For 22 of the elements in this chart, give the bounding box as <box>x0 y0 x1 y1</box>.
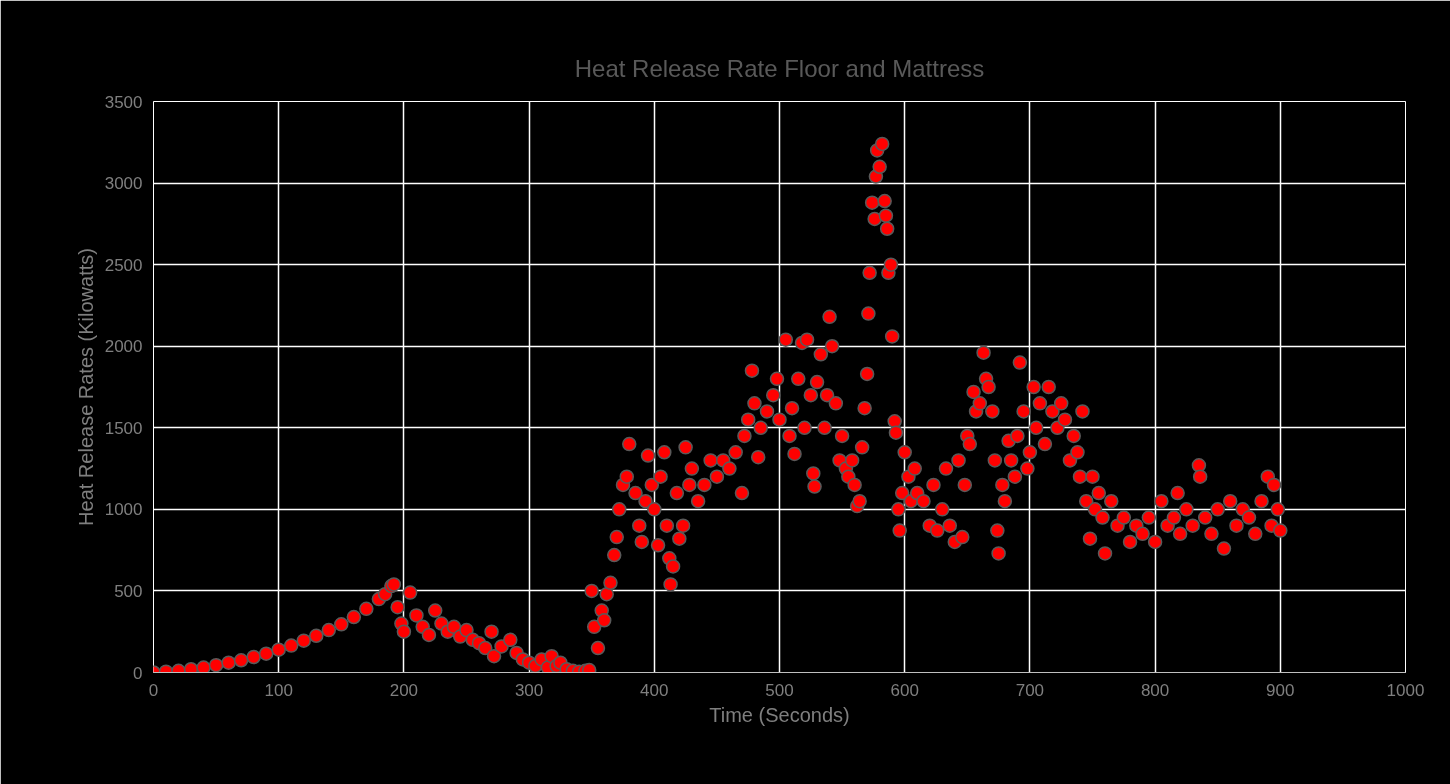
y-tick-label: 2500 <box>104 255 143 275</box>
x-tick-label: 500 <box>765 680 794 700</box>
y-tick-label: 1000 <box>104 500 143 520</box>
chart-title: Heat Release Rate Floor and Mattress <box>574 54 985 82</box>
x-tick-label: 200 <box>389 680 419 700</box>
y-tick-label: 0 <box>133 663 143 683</box>
x-tick-label: 800 <box>1140 680 1170 700</box>
y-tick-label: 2000 <box>104 337 143 357</box>
x-tick-label: 700 <box>1015 680 1045 700</box>
x-tick-label: 100 <box>264 680 293 700</box>
y-tick-label: 1500 <box>104 418 143 438</box>
y-tick-label: 3500 <box>104 92 143 112</box>
y-tick-label: 3000 <box>104 174 143 194</box>
x-tick-label: 0 <box>148 680 159 700</box>
x-tick-label: 1000 <box>1386 680 1425 700</box>
y-axis-title: Heat Release Rates (Kilowatts) <box>74 248 97 526</box>
x-tick-label: 300 <box>514 680 544 700</box>
x-tick-label: 600 <box>890 680 919 700</box>
x-tick-label: 400 <box>640 680 669 700</box>
y-tick-label: 500 <box>114 581 143 601</box>
x-tick-label: 900 <box>1266 680 1295 700</box>
x-axis-title: Time (Seconds) <box>709 703 850 726</box>
